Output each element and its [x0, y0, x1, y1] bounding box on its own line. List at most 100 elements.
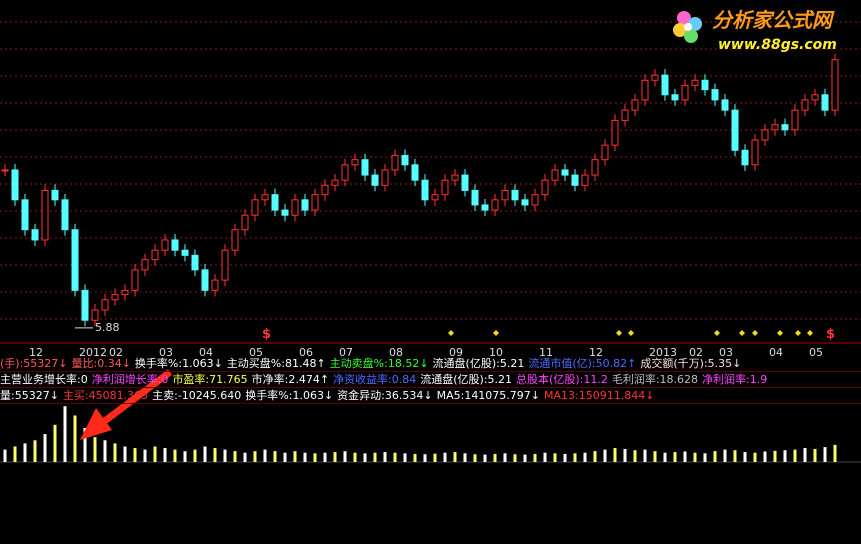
candle — [501, 189, 509, 201]
candle — [821, 94, 829, 111]
candle — [701, 79, 709, 91]
volume-bar — [443, 452, 447, 462]
volume-bar — [793, 449, 797, 462]
candle — [731, 109, 739, 151]
volume-bar — [483, 454, 487, 462]
info-row: 主营业务增长率:0 净利润增长率:0 市盈率:71.765 市净率:2.474↑ 净资收… — [0, 372, 861, 388]
candle — [761, 129, 769, 141]
candle — [131, 269, 139, 291]
candle — [491, 199, 499, 211]
volume-bar — [83, 427, 87, 462]
candle — [1, 169, 9, 172]
candle — [41, 189, 49, 241]
volume-bar — [833, 444, 837, 462]
candle — [51, 189, 59, 201]
info-item: 主动卖盘%:18.52↓ — [329, 357, 429, 370]
candle — [341, 164, 349, 181]
candle — [601, 144, 609, 161]
logo: 分析家公式网 www.88gs.com — [673, 8, 837, 53]
candle — [421, 179, 429, 201]
x-tick-label: 09 — [449, 346, 463, 359]
signal-diamonds — [448, 330, 813, 336]
volume-bar — [93, 437, 97, 462]
candle — [201, 269, 209, 291]
candle — [191, 254, 199, 271]
info-item: 市净率:2.474↑ — [251, 373, 330, 386]
candle — [31, 229, 39, 241]
volume-bar — [823, 447, 827, 462]
volume-bar — [573, 453, 577, 462]
volume-bar — [253, 451, 257, 462]
volume-bar — [683, 451, 687, 462]
x-tick-label: 12 — [589, 346, 603, 359]
volume-bar — [453, 452, 457, 462]
candle — [451, 174, 459, 181]
info-item: 流通市值(亿):50.82↑ — [528, 357, 637, 370]
arrow — [80, 369, 173, 440]
candle — [791, 109, 799, 131]
volume-bar — [493, 453, 497, 462]
info-item: MA13:150911.844↓ — [544, 389, 655, 402]
candle — [121, 289, 129, 296]
volume-bar — [333, 452, 337, 462]
x-tick-label: 10 — [489, 346, 503, 359]
volume-bar — [203, 446, 207, 462]
volume-bar — [53, 424, 57, 462]
candle — [71, 229, 79, 291]
candle — [171, 239, 179, 251]
volume-bar — [33, 440, 37, 462]
candle — [671, 94, 679, 101]
volume-bar — [23, 443, 27, 462]
candle — [111, 294, 119, 301]
candle — [361, 159, 369, 176]
candle — [511, 189, 519, 201]
volume-bar — [713, 451, 717, 462]
candle — [591, 159, 599, 176]
x-tick-label: 04 — [769, 346, 783, 359]
volume-bar — [723, 449, 727, 462]
volume-bar — [183, 451, 187, 462]
volume-bar — [733, 450, 737, 462]
candle — [261, 194, 269, 201]
volume-bar — [403, 453, 407, 462]
candle — [331, 179, 339, 186]
volume-bar — [543, 452, 547, 462]
candle — [611, 119, 619, 146]
candle — [91, 309, 99, 321]
volume-bar — [143, 449, 147, 462]
candle — [281, 209, 289, 216]
volume-bar — [63, 406, 67, 462]
candle — [831, 59, 839, 111]
info-row: (手):55327↓ 量比:0.34↓ 换手率%:1.063↓ 主动买盘%:81.48… — [0, 356, 861, 372]
volume-bar — [743, 452, 747, 462]
candle — [801, 99, 809, 111]
candle — [741, 149, 749, 166]
volume-bar — [293, 451, 297, 462]
candle — [251, 199, 259, 216]
candle — [771, 124, 779, 131]
volume-bar — [763, 451, 767, 462]
candle — [461, 174, 469, 191]
volume-bar — [673, 452, 677, 462]
candle — [221, 249, 229, 281]
volume-bar — [593, 451, 597, 462]
volume-bar — [243, 452, 247, 462]
x-tick-label: 02 — [109, 346, 123, 359]
candle — [161, 239, 169, 251]
x-tick-label: 02 — [689, 346, 703, 359]
volume-bar — [103, 440, 107, 462]
candle — [21, 199, 29, 231]
info-item: 换手率%:1.063↓ — [245, 389, 334, 402]
volume-bar — [343, 451, 347, 462]
volume-bar — [303, 452, 307, 462]
volume-bar — [223, 449, 227, 462]
volume-bar — [803, 448, 807, 462]
candle — [581, 174, 589, 186]
candle — [241, 214, 249, 231]
volume-bar — [513, 454, 517, 462]
candle — [561, 169, 569, 176]
info-item: 总股本(亿股):11.2 — [516, 373, 608, 386]
x-tick-label: 08 — [389, 346, 403, 359]
signal-mark: $ — [826, 327, 835, 342]
volume-bar — [693, 452, 697, 462]
